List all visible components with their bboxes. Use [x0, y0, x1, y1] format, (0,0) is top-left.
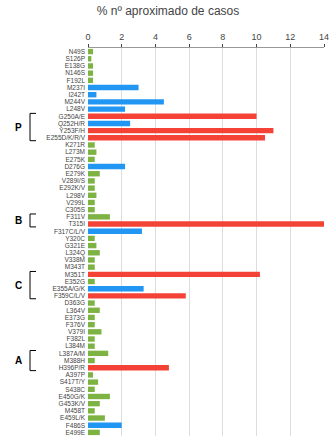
svg-text:G453K/V: G453K/V	[59, 400, 86, 407]
svg-text:K271R: K271R	[65, 141, 85, 148]
svg-text:F317C/L/V: F317C/L/V	[54, 227, 86, 234]
svg-text:M458T: M458T	[65, 407, 85, 414]
svg-text:L248V: L248V	[66, 105, 85, 112]
svg-text:E499E: E499E	[65, 429, 85, 436]
svg-text:E355A/G/K: E355A/G/K	[52, 285, 85, 292]
svg-text:C: C	[15, 280, 22, 291]
svg-text:G321E: G321E	[65, 242, 86, 249]
svg-text:M351T: M351T	[65, 271, 85, 278]
svg-text:L384M: L384M	[65, 342, 85, 349]
svg-text:F382L: F382L	[67, 335, 86, 342]
svg-text:D363G: D363G	[64, 299, 85, 306]
svg-text:B: B	[15, 215, 22, 226]
svg-text:G250A/E: G250A/E	[59, 113, 86, 120]
svg-text:% nº aproximado de casos: % nº aproximado de casos	[97, 4, 239, 18]
svg-text:E459L/K: E459L/K	[60, 414, 86, 421]
svg-text:F311V: F311V	[66, 213, 85, 220]
svg-text:A397P: A397P	[65, 371, 85, 378]
svg-text:8: 8	[220, 32, 225, 42]
svg-text:E279K: E279K	[65, 170, 85, 177]
svg-text:12: 12	[285, 32, 295, 42]
svg-text:L324Q: L324Q	[65, 249, 85, 257]
svg-text:Y320C: Y320C	[65, 235, 85, 242]
svg-text:F359C/L/V: F359C/L/V	[54, 292, 86, 299]
svg-text:6: 6	[187, 32, 192, 42]
svg-text:F376V: F376V	[66, 321, 86, 328]
svg-text:F486S: F486S	[66, 421, 86, 428]
svg-text:V299L: V299L	[66, 199, 85, 206]
svg-text:E255D/K/R/V: E255D/K/R/V	[46, 134, 85, 141]
svg-text:M388H: M388H	[64, 357, 85, 364]
svg-text:E138G: E138G	[65, 62, 85, 69]
svg-text:L387A/M: L387A/M	[59, 350, 85, 357]
svg-text:E292K/V: E292K/V	[59, 184, 85, 191]
svg-text:N146S: N146S	[65, 69, 86, 76]
svg-text:S126P: S126P	[65, 55, 85, 62]
svg-text:M244V: M244V	[64, 98, 85, 105]
svg-text:2: 2	[119, 32, 124, 42]
svg-text:14: 14	[319, 32, 329, 42]
svg-text:M343T: M343T	[65, 263, 85, 270]
svg-text:A: A	[15, 355, 22, 366]
svg-text:H396P/R: H396P/R	[59, 364, 86, 371]
svg-text:S438C: S438C	[65, 386, 85, 393]
svg-text:I242T: I242T	[68, 91, 85, 98]
svg-text:E275K: E275K	[65, 156, 85, 163]
svg-text:M237I: M237I	[67, 84, 85, 91]
svg-text:P: P	[15, 122, 22, 133]
svg-text:L298V: L298V	[66, 192, 85, 199]
svg-text:E352G: E352G	[65, 278, 85, 285]
svg-text:V289I/S: V289I/S	[62, 177, 86, 184]
svg-text:E450G/K: E450G/K	[59, 393, 86, 400]
svg-text:V338M: V338M	[64, 256, 85, 263]
svg-text:C305S: C305S	[65, 206, 86, 213]
svg-text:L273M: L273M	[65, 148, 85, 155]
svg-text:Y253F/H: Y253F/H	[59, 127, 85, 134]
svg-text:S417T/Y: S417T/Y	[60, 378, 86, 385]
svg-text:Q252H/R: Q252H/R	[58, 120, 85, 128]
svg-text:E373G: E373G	[65, 314, 85, 321]
svg-text:L364V: L364V	[66, 307, 85, 314]
svg-text:4: 4	[153, 32, 158, 42]
svg-text:0: 0	[85, 32, 90, 42]
svg-text:10: 10	[252, 32, 262, 42]
svg-text:V379I: V379I	[68, 328, 85, 335]
svg-text:N49S: N49S	[69, 48, 86, 55]
svg-text:T315I: T315I	[68, 220, 85, 227]
svg-text:D276G: D276G	[64, 163, 85, 170]
svg-text:F192L: F192L	[67, 77, 86, 84]
